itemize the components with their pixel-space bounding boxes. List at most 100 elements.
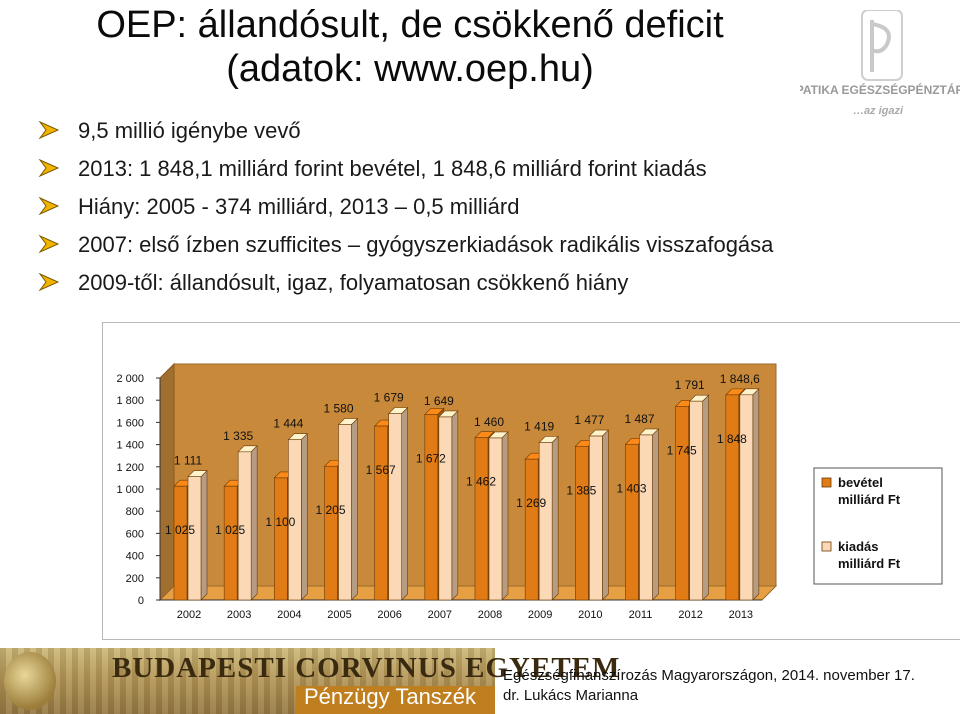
x-tick-label: 2012 [678,609,702,621]
logo-tagline: …az igazi [853,105,904,117]
bar-kiadas [589,435,603,601]
bar-kiadas [288,439,302,601]
bar-side [451,410,459,601]
data-label-bevetel: 1 385 [566,483,596,497]
bar-bevetel [474,437,489,601]
bar-kiadas [639,434,653,601]
x-tick-label: 2005 [327,609,351,621]
bar-kiadas [488,437,503,601]
bar-kiadas [739,394,754,601]
bar-kiadas [438,416,453,601]
data-label-kiadas: 1 580 [323,402,353,416]
bar-kiadas [187,476,202,601]
logo-mark-icon [861,10,903,81]
department-box [296,686,495,714]
bullet-item: 2013: 1 848,1 milliárd forint bevétel, 1… [38,154,773,192]
bar-kiadas [388,413,402,601]
university-banner: BUDAPESTI CORVINUS EGYETEM Pénzügy Tansz… [0,648,619,714]
bar-bevetel [575,445,589,601]
bullet-text: 2007: első ízben szufficites – gyógyszer… [78,232,774,257]
footer-caption: Egészségfinanszírozás Magyarországon, 20… [503,666,915,706]
arrow-bullet-icon [38,158,60,178]
bar-side [652,428,659,601]
data-label-kiadas: 1 444 [273,417,303,431]
x-tick-label: 2013 [729,609,753,621]
bar-side [351,417,358,601]
bullet-item: 2009-től: állandósult, igaz, folyamatosa… [38,268,773,306]
slide-subtitle: (adatok: www.oep.hu) [226,48,594,90]
chart-side-wall [159,362,175,602]
data-label-kiadas: 1 679 [374,391,404,405]
x-tick-label: 2010 [578,609,602,621]
x-tick-label: 2003 [227,609,251,621]
bullet-item: 2007: első ízben szufficites – gyógyszer… [38,230,773,268]
bar-bevetel [675,406,689,601]
bar-side [752,388,760,601]
bar-bevetel [173,485,188,601]
bar-bevetel [374,425,388,601]
data-label-bevetel: 1 269 [516,496,546,510]
y-tick-label: 1 200 [116,462,144,474]
bar-kiadas [538,442,553,601]
arrow-bullet-icon [38,272,60,292]
y-tick-label: 1 800 [116,395,144,407]
footer-event: Egészségfinanszírozás Magyarországon, 20… [503,667,915,684]
data-label-kiadas: 1 460 [474,415,504,429]
legend-swatch [821,477,832,488]
data-label-kiadas: 1 111 [174,454,203,468]
y-tick-label: 2 000 [116,373,144,385]
data-label-kiadas: 1 848,6 [720,372,760,386]
y-tick-label: 600 [126,528,144,540]
data-label-bevetel: 1 025 [165,523,195,537]
x-tick-label: 2004 [277,609,301,621]
legend-label: bevétel [838,475,883,490]
bar-side [551,435,559,601]
x-tick-label: 2011 [629,609,653,621]
x-tick-label: 2002 [177,609,201,621]
data-label-bevetel: 1 100 [265,515,295,529]
bullet-item: Hiány: 2005 - 374 milliárd, 2013 – 0,5 m… [38,192,773,230]
data-label-kiadas: 1 419 [524,419,554,433]
x-tick-label: 2008 [478,609,502,621]
bar-side [301,432,308,601]
bar-side [250,445,258,601]
data-label-kiadas: 1 335 [223,429,253,443]
arrow-bullet-icon [38,234,60,254]
data-label-bevetel: 1 205 [315,503,345,517]
legend-label-unit: milliárd Ft [838,556,901,571]
y-tick-label: 1 600 [116,417,144,429]
arrow-bullet-icon [38,120,60,140]
bar-side [200,469,208,601]
legend-box [813,467,943,585]
footer: BUDAPESTI CORVINUS EGYETEM Pénzügy Tansz… [0,648,960,714]
bar-side [501,431,509,601]
bar-kiadas [338,424,352,601]
bullet-text: Hiány: 2005 - 374 milliárd, 2013 – 0,5 m… [78,194,520,219]
arrow-bullet-icon [38,196,60,216]
data-label-bevetel: 1 567 [366,463,396,477]
bar-kiadas [689,400,703,601]
legend-label: kiadás [838,539,878,554]
bar-bevetel [725,394,740,601]
department-name: Pénzügy Tanszék [304,684,477,709]
data-label-kiadas: 1 487 [624,412,654,426]
x-tick-label: 2009 [528,609,552,621]
slide-title: OEP: állandósult, de csökkenő deficit [96,4,724,46]
bar-side [602,429,609,601]
bar-side [401,406,408,601]
university-name: BUDAPESTI CORVINUS EGYETEM [112,652,621,684]
bar-chart: 0 200 400 600 800 1 000 1 200 1 400 1 600 1 800 2 … [116,362,943,621]
y-tick-label: 1 400 [116,440,144,452]
bar-bevetel [625,443,639,601]
x-tick-label: 2007 [428,609,452,621]
data-label-kiadas: 1 791 [675,378,705,392]
legend-swatch [821,541,832,552]
y-tick-label: 1 000 [116,484,144,496]
data-label-bevetel: 1 745 [667,443,697,457]
patika-logo: PATIKA EGÉSZSÉGPÉNZTÁR …az igazi [800,10,960,117]
bullet-text: 9,5 millió igénybe vevő [78,118,301,143]
bar-side [702,394,709,601]
data-label-bevetel: 1 462 [466,475,496,489]
bar-bevetel [274,477,288,601]
bullet-text: 2013: 1 848,1 milliárd forint bevétel, 1… [78,156,707,181]
